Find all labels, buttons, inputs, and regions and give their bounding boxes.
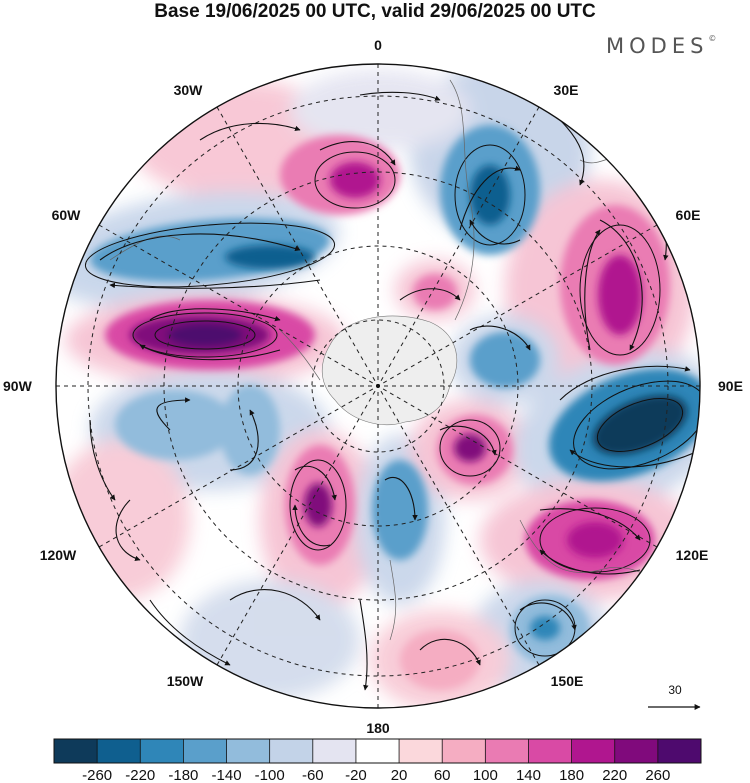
lon-label-150w: 150W xyxy=(167,673,204,689)
colorbar-label: -60 xyxy=(302,767,324,783)
colorbar-cell xyxy=(657,739,702,763)
colorbar-label: 220 xyxy=(602,767,627,783)
longitude-labels: 0 30E 60E 90E 120E 150E 180 150W 120W 90… xyxy=(3,37,743,735)
lon-label-120w: 120W xyxy=(40,547,77,563)
colorbar-cell xyxy=(140,739,184,763)
colorbar-label: 180 xyxy=(559,767,584,783)
reference-vector: 30 xyxy=(648,683,701,710)
colorbar-labels: -260 -220 -180 -140 -100 -60 -20 20 60 100 140 180 2… xyxy=(82,739,670,783)
colorbar-cell xyxy=(614,739,659,763)
lon-label-180: 180 xyxy=(366,720,390,735)
copyright-mark: © xyxy=(708,34,717,43)
colorbar-label: 140 xyxy=(516,767,541,783)
brand-text: MODES xyxy=(606,34,709,58)
colorbar-cells xyxy=(53,738,702,764)
map-border xyxy=(55,63,701,709)
lon-label-0: 0 xyxy=(374,37,382,53)
colorbar-cell xyxy=(97,739,141,763)
pole-marker xyxy=(376,384,380,388)
colorbar-cell xyxy=(399,739,443,763)
colorbar-cell xyxy=(528,739,572,763)
colorbar-cell xyxy=(183,739,227,763)
colorbar-cell xyxy=(485,739,529,763)
colorbar-cell xyxy=(571,739,616,763)
colorbar-label: -20 xyxy=(345,767,367,783)
lon-label-150e: 150E xyxy=(551,673,584,689)
colorbar-label: 100 xyxy=(473,767,498,783)
colorbar-cell xyxy=(312,739,357,763)
lon-label-120e: 120E xyxy=(676,547,709,563)
colorbar-cell xyxy=(226,739,270,763)
polar-map: 0 30E 60E 90E 120E 150E 180 150W 120W 90… xyxy=(3,37,743,735)
lon-label-90e: 90E xyxy=(718,378,743,394)
colorbar-label: -140 xyxy=(212,767,242,783)
colorbar-label: -180 xyxy=(168,767,198,783)
polar-region xyxy=(321,315,458,426)
colorbar-label: 20 xyxy=(391,767,408,783)
colorbar-frame xyxy=(53,738,702,764)
lon-label-60w: 60W xyxy=(52,207,82,223)
colorbar-label: 260 xyxy=(645,767,670,783)
colorbar-cell xyxy=(355,739,400,763)
colorbar-label: 60 xyxy=(434,767,451,783)
colorbar-label: -260 xyxy=(82,767,112,783)
lon-label-30w: 30W xyxy=(174,82,204,98)
lon-label-90w: 90W xyxy=(3,378,33,394)
map-title: Base 19/06/2025 00 UTC, valid 29/06/2025… xyxy=(154,1,596,22)
reference-vector-label: 30 xyxy=(668,683,682,697)
colorbar-label: -220 xyxy=(125,767,155,783)
colorbar-cell xyxy=(269,739,314,763)
modes-logo: MODES© xyxy=(606,34,716,58)
colorbar-label: -100 xyxy=(255,767,285,783)
lon-label-60e: 60E xyxy=(676,207,701,223)
colorbar-cell xyxy=(442,739,486,763)
lon-label-30e: 30E xyxy=(554,82,579,98)
colorbar-cell xyxy=(54,739,98,763)
